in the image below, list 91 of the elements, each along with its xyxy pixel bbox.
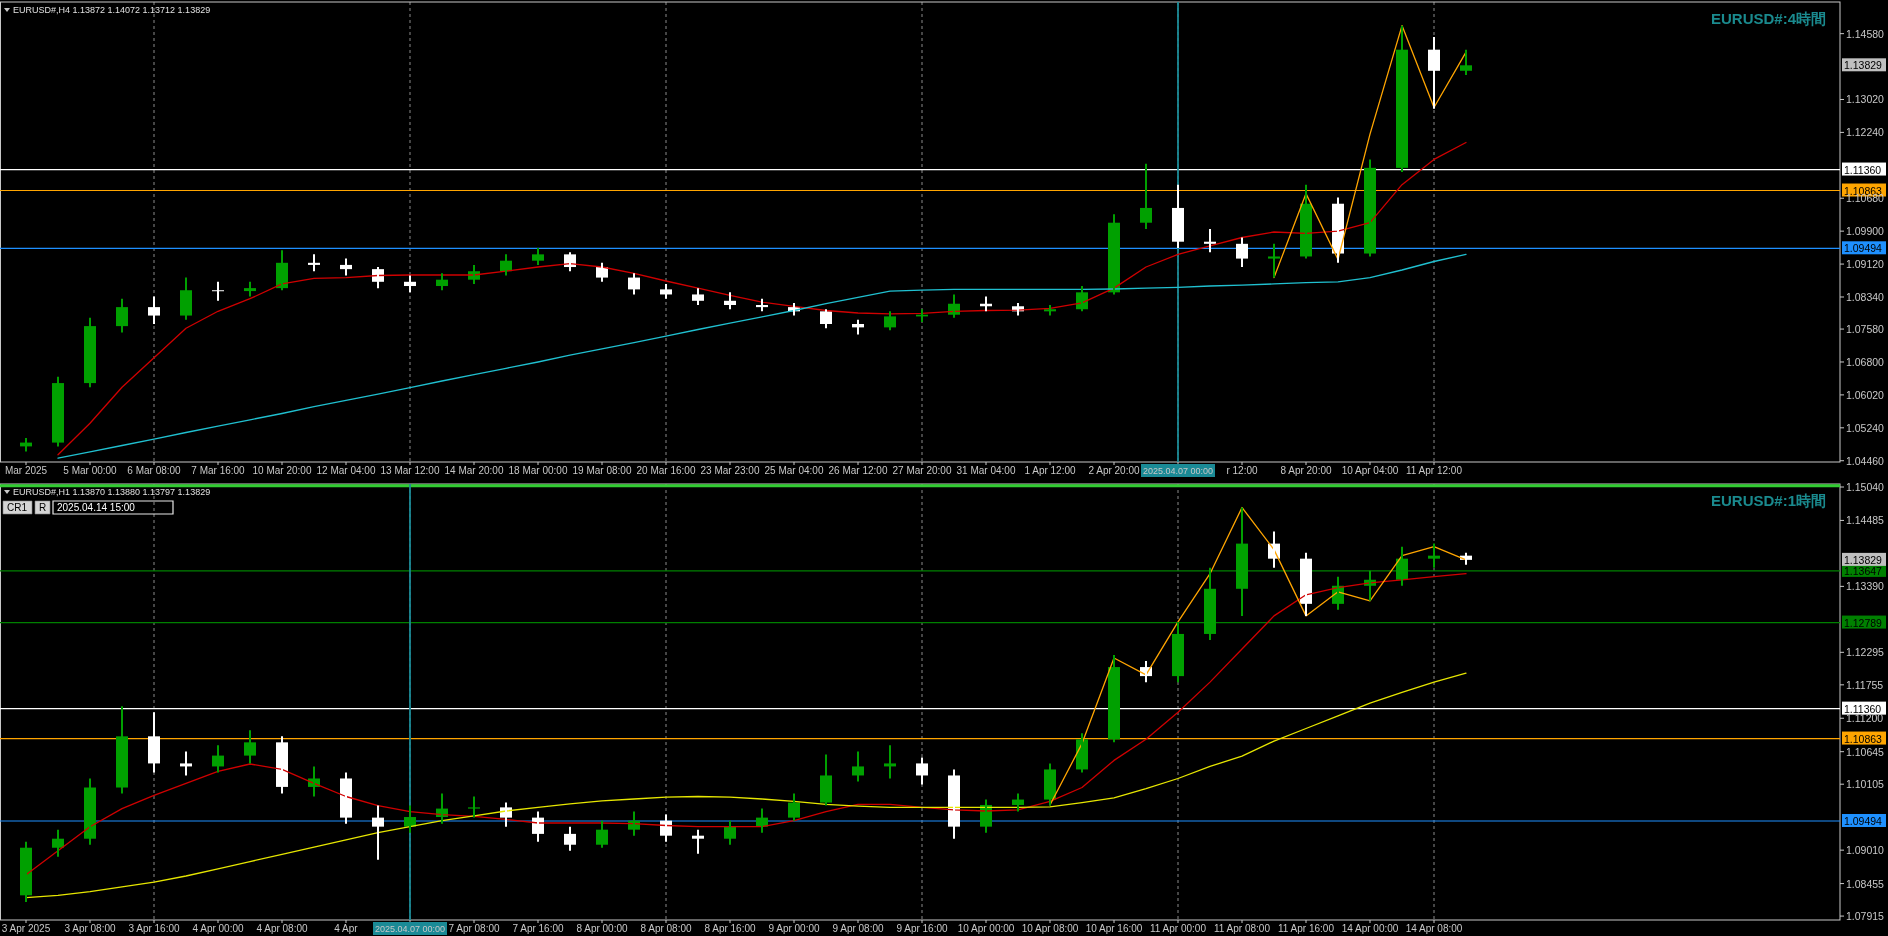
annotation: CR1 (7, 502, 28, 513)
y-tick-label: 1.06800 (1846, 355, 1885, 368)
x-tick-label: 23 Mar 23:00 (700, 465, 760, 476)
x-tick-label: 9 Apr 08:00 (832, 923, 885, 934)
ref-line-label: 1.13647 (1844, 564, 1883, 577)
x-tick-label: 31 Mar 04:00 (956, 465, 1016, 476)
x-tick-label: 14 Apr 00:00 (1341, 923, 1399, 934)
y-tick-label: 1.13390 (1846, 580, 1885, 593)
x-tick-label: 9 Apr 00:00 (768, 923, 821, 934)
x-tick-label: 13 Mar 12:00 (380, 465, 440, 476)
x-tick-label: 4 Apr 08:00 (256, 923, 309, 934)
toolbar-control: 2025.04.14 15:00 (52, 500, 174, 515)
candlestick (692, 287, 704, 307)
y-tick-label: 1.09010 (1846, 844, 1885, 857)
x-tick-label: 10 Mar 20:00 (252, 465, 312, 476)
x-tick-label: r 12:00 (1226, 465, 1258, 476)
line-series (25, 672, 1467, 899)
x-tick-label: 9 Apr 16:00 (896, 923, 949, 934)
y-tick-label: 1.12240 (1846, 126, 1885, 139)
y-tick-label: 1.13020 (1846, 93, 1885, 106)
x-tick-label: 6 Mar 08:00 (127, 465, 182, 476)
x-tick-label: 11 Apr 00:00 (1150, 923, 1207, 934)
x-tick-label: 11 Apr 08:00 (1214, 923, 1271, 934)
x-tick-label: 14 Apr 08:00 (1405, 923, 1463, 934)
x-tick-label: 1 Apr 12:00 (1024, 465, 1077, 476)
x-tick-label: 7 Apr 08:00 (448, 923, 501, 934)
x-tick-label: 10 Apr 08:00 (1021, 923, 1079, 934)
candlestick (532, 247, 544, 266)
candlestick (1268, 242, 1280, 279)
x-tick-label: 3 Apr 08:00 (64, 923, 117, 934)
x-tick-label: 8 Apr 16:00 (704, 923, 757, 934)
y-tick-label: 1.08455 (1846, 877, 1885, 890)
x-tick-label: 3 Apr 2025 (1, 923, 51, 934)
y-tick-label: 1.07580 (1846, 323, 1885, 336)
x-tick-label: 10 Apr 00:00 (957, 923, 1015, 934)
ref-line-label: 1.09494 (1844, 242, 1883, 255)
x-tick-label: 11 Apr 12:00 (1406, 465, 1463, 476)
y-tick-label: 1.10105 (1846, 778, 1885, 791)
y-tick-label: 1.14580 (1846, 27, 1885, 40)
toolbar-control: CR1 (2, 500, 33, 515)
x-tick-label: 8 Apr 20:00 (1280, 465, 1333, 476)
toolbar-control: R (34, 500, 51, 515)
chart-subtitle: EURUSD#,H1 1.13870 1.13880 1.13797 1.13829 (13, 487, 211, 497)
x-tick-label: 7 Mar 16:00 (191, 465, 246, 476)
y-tick-label: 1.09120 (1846, 258, 1885, 271)
y-tick-label: 1.15040 (1846, 481, 1885, 494)
ref-line-label: 1.10863 (1844, 732, 1883, 745)
x-tick-label: 14 Mar 20:00 (444, 465, 504, 476)
x-tick-label: 10 Apr 04:00 (1341, 465, 1399, 476)
x-tick-label: 8 Apr 00:00 (576, 923, 629, 934)
x-tick-label: 7 Apr 16:00 (512, 923, 565, 934)
annotation: R (39, 502, 47, 513)
x-tick-label: 27 Mar 20:00 (892, 465, 952, 476)
y-tick-label: 1.07915 (1846, 910, 1885, 923)
ref-line-label: 1.09494 (1844, 815, 1883, 827)
x-tick-label: 12 Mar 04:00 (316, 465, 376, 476)
line-series (57, 141, 1467, 456)
x-tick-label: 8 Apr 08:00 (640, 923, 693, 934)
x-tick-label: 3 Apr 16:00 (128, 923, 181, 934)
x-tick-label: 5 Mar 00:00 (63, 465, 118, 476)
chart-subtitle: EURUSD#,H4 1.13872 1.14072 1.13712 1.13829 (13, 5, 211, 15)
y-tick-label: 1.12295 (1846, 646, 1885, 659)
x-tick-label: 26 Mar 12:00 (828, 465, 888, 476)
y-tick-label: 1.10645 (1846, 745, 1885, 758)
x-tick-label: 19 Mar 08:00 (572, 465, 632, 476)
ref-line-label: 1.11360 (1844, 163, 1882, 176)
x-tick-label: 10 Apr 16:00 (1085, 923, 1143, 934)
x-tick-label: 4 Apr 00:00 (192, 923, 245, 934)
x-tick-label: Mar 2025 (4, 465, 48, 476)
candlestick (1460, 48, 1472, 77)
y-tick-label: 1.05240 (1846, 421, 1885, 434)
ref-line-label: 1.12789 (1844, 616, 1883, 629)
x-tick-label: 20 Mar 16:00 (636, 465, 696, 476)
text: EURUSD#:4時間 (1710, 10, 1826, 27)
y-tick-label: 1.04460 (1846, 454, 1885, 467)
x-tick-label: 2 Apr 20:00 (1088, 465, 1141, 476)
text: EURUSD#:1時間 (1710, 492, 1826, 509)
x-tick-label: 25 Mar 04:00 (764, 465, 824, 476)
ref-line-label: 1.11360 (1844, 702, 1882, 715)
y-tick-label: 1.08340 (1846, 290, 1885, 303)
x-tick-label: 4 Apr (334, 923, 359, 934)
x-tick-label: 18 Mar 00:00 (508, 465, 568, 476)
y-tick-label: 1.11200 (1846, 712, 1884, 725)
x-tick-label: 11 Apr 16:00 (1278, 923, 1335, 934)
candlestick (468, 795, 480, 819)
line-series (57, 253, 1467, 459)
y-tick-label: 1.09900 (1846, 225, 1885, 238)
y-tick-label: 1.14485 (1846, 514, 1885, 527)
y-tick-label: 1.06020 (1846, 388, 1885, 401)
annotation: 2025.04.14 15:00 (57, 502, 136, 513)
y-tick-label: 1.11755 (1846, 678, 1884, 691)
